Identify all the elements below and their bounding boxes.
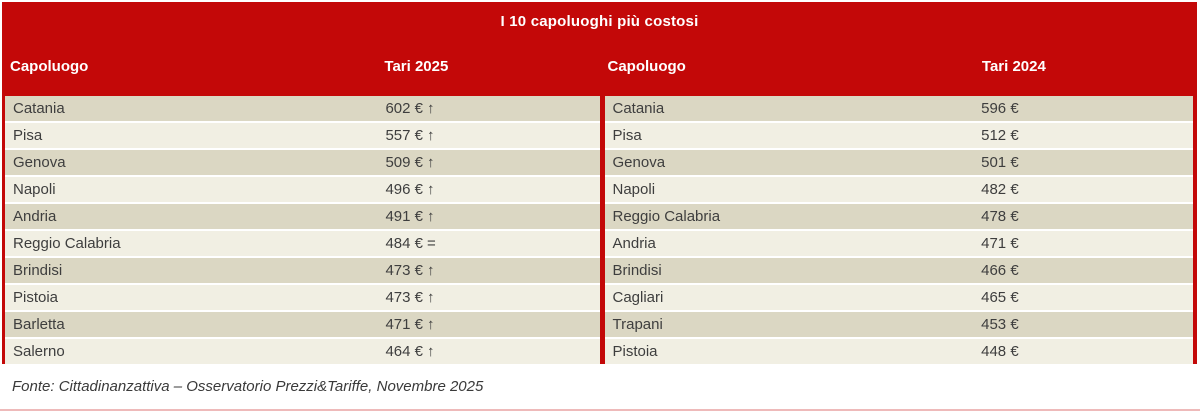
trend-up-icon: ↑ bbox=[427, 289, 435, 306]
table-row: Napoli 496 € ↑ bbox=[5, 177, 600, 202]
trend-up-icon: ↑ bbox=[427, 316, 435, 333]
city-cell: Napoli bbox=[13, 181, 56, 198]
column-header-capoluogo-2025: Capoluogo bbox=[10, 58, 89, 75]
bottom-divider bbox=[0, 409, 1200, 411]
table-row: Napoli 482 € bbox=[604, 177, 1193, 202]
table-2024: Catania 596 € Pisa 512 € Genova 501 € Napol… bbox=[599, 96, 1197, 364]
city-cell: Pisa bbox=[612, 127, 642, 144]
value-cell: 464 € ↑ bbox=[385, 343, 434, 360]
amount-text: 509 € bbox=[385, 154, 424, 171]
table-header: I 10 capoluoghi più costosi Capoluogo Ta… bbox=[2, 2, 1197, 96]
table-2025: Catania 602 € ↑ Pisa 557 € ↑ Genova 509 € ↑ Na… bbox=[2, 96, 600, 364]
amount-text: 473 € bbox=[385, 262, 424, 279]
column-header-capoluogo-2024: Capoluogo bbox=[607, 58, 686, 75]
city-cell: Pistoia bbox=[612, 343, 658, 360]
value-cell: 509 € ↑ bbox=[385, 154, 434, 171]
value-cell: 512 € bbox=[981, 127, 1019, 144]
city-cell: Reggio Calabria bbox=[13, 235, 121, 252]
table-row: Pisa 512 € bbox=[604, 123, 1193, 148]
value-cell: 471 € bbox=[981, 235, 1019, 252]
city-cell: Genova bbox=[13, 154, 66, 171]
table-body: Catania 602 € ↑ Pisa 557 € ↑ Genova 509 € ↑ Na… bbox=[2, 96, 1197, 364]
value-cell: 596 € bbox=[981, 100, 1019, 117]
table-row: Reggio Calabria 484 € = bbox=[5, 231, 600, 256]
table-row: Barletta 471 € ↑ bbox=[5, 312, 600, 337]
value-cell: 501 € bbox=[981, 154, 1019, 171]
value-cell: 453 € bbox=[981, 316, 1019, 333]
value-cell: 496 € ↑ bbox=[385, 181, 434, 198]
amount-text: 602 € bbox=[385, 100, 424, 117]
table-row: Brindisi 466 € bbox=[604, 258, 1193, 283]
city-cell: Brindisi bbox=[13, 262, 63, 279]
trend-equal-icon: = bbox=[427, 235, 436, 252]
column-header-tari-2024: Tari 2024 bbox=[981, 58, 1046, 75]
city-cell: Trapani bbox=[612, 316, 663, 333]
table-row: Salerno 464 € ↑ bbox=[5, 339, 600, 364]
amount-text: 557 € bbox=[385, 127, 424, 144]
city-cell: Catania bbox=[612, 100, 665, 117]
table-row: Trapani 453 € bbox=[604, 312, 1193, 337]
value-cell: 602 € ↑ bbox=[385, 100, 434, 117]
amount-text: 484 € bbox=[385, 235, 424, 252]
trend-up-icon: ↑ bbox=[427, 262, 435, 279]
trend-up-icon: ↑ bbox=[427, 208, 435, 225]
amount-text: 473 € bbox=[385, 289, 424, 306]
value-cell: 484 € = bbox=[385, 235, 435, 252]
city-cell: Reggio Calabria bbox=[612, 208, 721, 225]
value-cell: 478 € bbox=[981, 208, 1019, 225]
table-row: Cagliari 465 € bbox=[604, 285, 1193, 310]
trend-up-icon: ↑ bbox=[427, 127, 435, 144]
trend-up-icon: ↑ bbox=[427, 181, 435, 198]
table-row: Pistoia 448 € bbox=[604, 339, 1193, 364]
city-cell: Napoli bbox=[612, 181, 656, 198]
city-cell: Brindisi bbox=[612, 262, 662, 279]
amount-text: 464 € bbox=[385, 343, 424, 360]
table-row: Andria 471 € bbox=[604, 231, 1193, 256]
value-cell: 473 € ↑ bbox=[385, 289, 434, 306]
table-row: Brindisi 473 € ↑ bbox=[5, 258, 600, 283]
value-cell: 482 € bbox=[981, 181, 1019, 198]
city-cell: Salerno bbox=[13, 343, 65, 360]
city-cell: Cagliari bbox=[612, 289, 664, 306]
value-cell: 448 € bbox=[981, 343, 1019, 360]
source-note: Fonte: Cittadinanzattiva – Osservatorio … bbox=[12, 378, 484, 395]
amount-text: 496 € bbox=[385, 181, 424, 198]
column-headers-row: Capoluogo Tari 2025 Capoluogo Tari 2024 bbox=[2, 58, 1197, 75]
table-row: Andria 491 € ↑ bbox=[5, 204, 600, 229]
table-row: Reggio Calabria 478 € bbox=[604, 204, 1193, 229]
value-cell: 471 € ↑ bbox=[385, 316, 434, 333]
city-cell: Genova bbox=[612, 154, 666, 171]
city-cell: Pisa bbox=[13, 127, 43, 144]
table-row: Pistoia 473 € ↑ bbox=[5, 285, 600, 310]
amount-text: 471 € bbox=[385, 316, 424, 333]
amount-text: 491 € bbox=[385, 208, 424, 225]
column-header-tari-2025: Tari 2025 bbox=[384, 58, 449, 75]
value-cell: 491 € ↑ bbox=[385, 208, 434, 225]
value-cell: 466 € bbox=[981, 262, 1019, 279]
city-cell: Andria bbox=[612, 235, 656, 252]
trend-up-icon: ↑ bbox=[427, 154, 435, 171]
column-headers-2025: Capoluogo Tari 2025 bbox=[2, 58, 600, 75]
table-row: Genova 501 € bbox=[604, 150, 1193, 175]
trend-up-icon: ↑ bbox=[427, 343, 435, 360]
value-cell: 473 € ↑ bbox=[385, 262, 434, 279]
city-cell: Catania bbox=[13, 100, 65, 117]
column-headers-2024: Capoluogo Tari 2024 bbox=[600, 58, 1198, 75]
value-cell: 557 € ↑ bbox=[385, 127, 434, 144]
table-row: Catania 596 € bbox=[604, 96, 1193, 121]
city-cell: Barletta bbox=[13, 316, 65, 333]
trend-up-icon: ↑ bbox=[427, 100, 435, 117]
table-row: Genova 509 € ↑ bbox=[5, 150, 600, 175]
city-cell: Pistoia bbox=[13, 289, 59, 306]
city-cell: Andria bbox=[13, 208, 57, 225]
table-title: I 10 capoluoghi più costosi bbox=[500, 13, 699, 30]
table-row: Pisa 557 € ↑ bbox=[5, 123, 600, 148]
tari-comparison-table: I 10 capoluoghi più costosi Capoluogo Ta… bbox=[2, 2, 1197, 395]
value-cell: 465 € bbox=[981, 289, 1019, 306]
table-row: Catania 602 € ↑ bbox=[5, 96, 600, 121]
